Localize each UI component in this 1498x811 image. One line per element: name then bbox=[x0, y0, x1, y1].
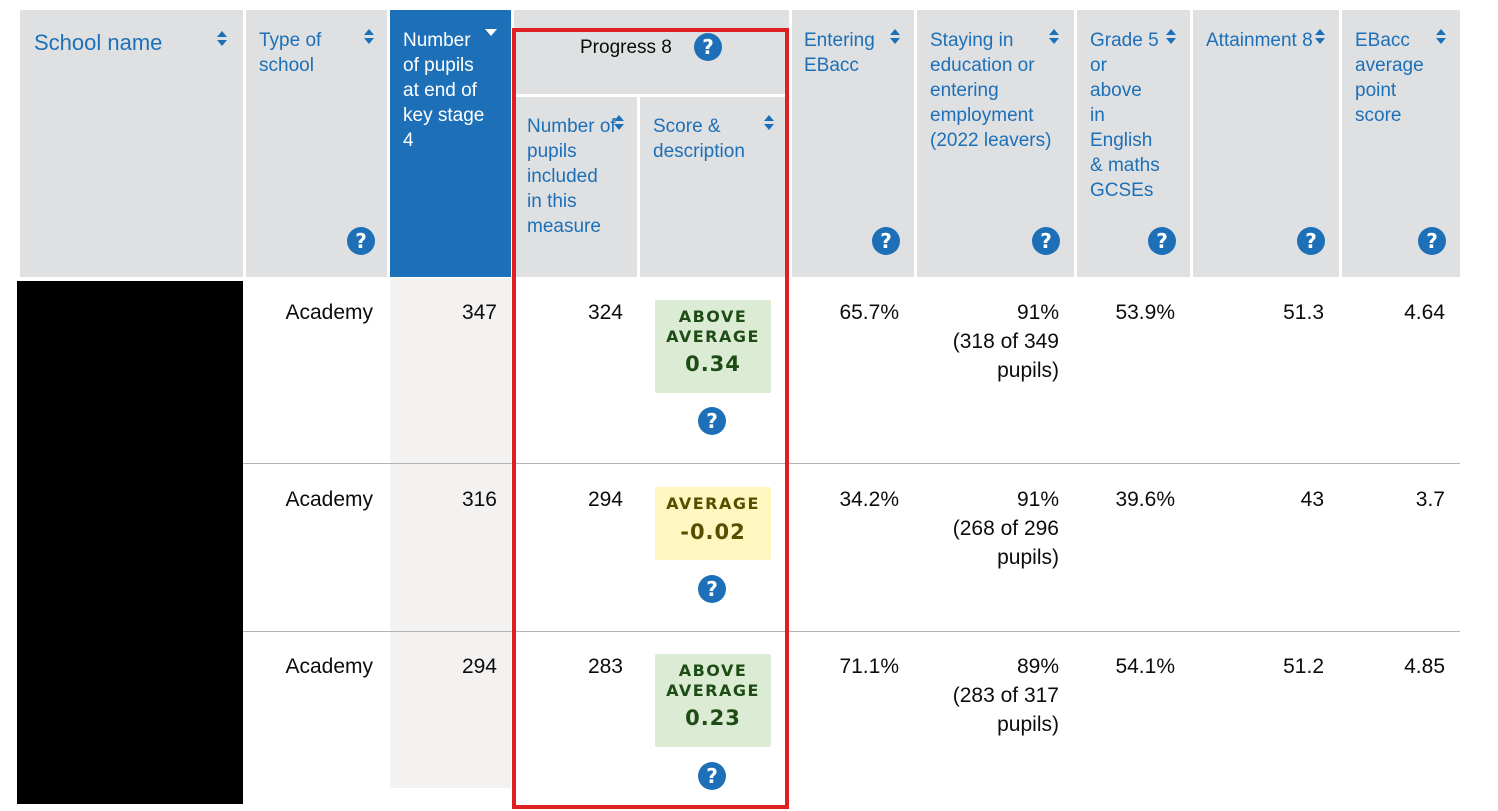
cell-staying-detail: (283 of 317 bbox=[952, 684, 1059, 707]
help-icon[interactable]: ? bbox=[872, 227, 900, 255]
header-label: Number of pupils included in this measur… bbox=[527, 116, 616, 237]
row-divider bbox=[243, 631, 1460, 632]
cell-grade5: 39.6% bbox=[1115, 488, 1175, 511]
cell-attainment8: 51.3 bbox=[1283, 301, 1324, 324]
header-label: Type of school bbox=[259, 30, 322, 76]
header-p8-pupils-included[interactable]: Number of pupils included in this measur… bbox=[514, 97, 637, 277]
sort-icon bbox=[364, 29, 374, 47]
sort-icon bbox=[1166, 29, 1176, 47]
sort-icon bbox=[217, 31, 227, 49]
cell-staying-detail: (318 of 349 bbox=[952, 330, 1059, 353]
header-attainment8[interactable]: Attainment 8 ? bbox=[1193, 10, 1339, 277]
cell-p8-pupils: 324 bbox=[587, 301, 623, 324]
header-entering-ebacc[interactable]: Entering EBacc ? bbox=[792, 10, 914, 277]
header-label: School name bbox=[34, 30, 163, 55]
p8-status-badge: ABOVE AVERAGE 0.23 bbox=[655, 654, 771, 747]
header-label: Grade 5 or above in English & maths GCSE… bbox=[1090, 30, 1160, 201]
header-school-name[interactable]: School name bbox=[20, 10, 243, 277]
cell-ebacc: 65.7% bbox=[839, 301, 899, 324]
badge-label: ABOVE bbox=[678, 661, 748, 680]
header-label: Staying in education or entering employm… bbox=[930, 30, 1052, 151]
badge-label: ABOVE bbox=[678, 307, 748, 326]
badge-score: 0.23 bbox=[685, 706, 741, 730]
help-icon[interactable]: ? bbox=[1297, 227, 1325, 255]
cell-staying-detail: pupils) bbox=[997, 713, 1059, 736]
header-label: Progress 8 bbox=[580, 37, 672, 58]
header-grade5-eng-maths[interactable]: Grade 5 or above in English & maths GCSE… bbox=[1077, 10, 1190, 277]
cell-staying-pct: 91% bbox=[1016, 488, 1059, 511]
header-label: Number of pupils at end of key stage 4 bbox=[403, 30, 485, 151]
cell-p8-pupils: 294 bbox=[587, 488, 623, 511]
sort-descending-icon bbox=[485, 29, 497, 36]
sorted-column-shade bbox=[390, 278, 511, 788]
header-label: Score & description bbox=[653, 116, 745, 162]
header-label: EBacc average point score bbox=[1355, 30, 1424, 126]
cell-ebacc-aps: 4.64 bbox=[1404, 301, 1445, 324]
cell-pupils: 316 bbox=[461, 488, 497, 511]
header-label: Entering EBacc bbox=[804, 30, 875, 76]
cell-staying-detail: pupils) bbox=[997, 359, 1059, 382]
help-icon[interactable]: ? bbox=[698, 575, 726, 603]
header-p8-score[interactable]: Score & description bbox=[640, 97, 789, 277]
p8-status-badge: ABOVE AVERAGE 0.34 bbox=[655, 300, 771, 393]
badge-label: AVERAGE bbox=[666, 681, 760, 700]
header-label: Attainment 8 bbox=[1206, 30, 1313, 51]
row-divider bbox=[243, 463, 1460, 464]
cell-ebacc: 34.2% bbox=[839, 488, 899, 511]
cell-type: Academy bbox=[285, 655, 373, 678]
p8-status-badge: AVERAGE -0.02 bbox=[655, 487, 771, 560]
help-icon[interactable]: ? bbox=[1418, 227, 1446, 255]
cell-attainment8: 43 bbox=[1300, 488, 1324, 511]
redacted-school-names bbox=[17, 281, 243, 804]
header-ebacc-aps[interactable]: EBacc average point score ? bbox=[1342, 10, 1460, 277]
cell-staying-detail: (268 of 296 bbox=[952, 517, 1059, 540]
cell-ebacc: 71.1% bbox=[839, 655, 899, 678]
sort-icon bbox=[890, 29, 900, 47]
cell-pupils: 294 bbox=[461, 655, 497, 678]
sort-icon bbox=[1315, 29, 1325, 47]
help-icon[interactable]: ? bbox=[347, 227, 375, 255]
help-icon[interactable]: ? bbox=[1148, 227, 1176, 255]
cell-staying-pct: 89% bbox=[1016, 655, 1059, 678]
cell-staying-pct: 91% bbox=[1016, 301, 1059, 324]
sort-icon bbox=[1436, 29, 1446, 47]
header-pupils-end-ks4[interactable]: Number of pupils at end of key stage 4 bbox=[390, 10, 511, 277]
sort-icon bbox=[764, 115, 774, 133]
cell-grade5: 54.1% bbox=[1115, 655, 1175, 678]
help-icon[interactable]: ? bbox=[698, 407, 726, 435]
help-icon[interactable]: ? bbox=[694, 33, 722, 61]
cell-pupils: 347 bbox=[461, 301, 497, 324]
cell-type: Academy bbox=[285, 301, 373, 324]
cell-type: Academy bbox=[285, 488, 373, 511]
cell-grade5: 53.9% bbox=[1115, 301, 1175, 324]
badge-score: 0.34 bbox=[685, 352, 741, 376]
header-staying-in-education[interactable]: Staying in education or entering employm… bbox=[917, 10, 1074, 277]
cell-ebacc-aps: 3.7 bbox=[1415, 488, 1445, 511]
sort-icon bbox=[1049, 29, 1059, 47]
header-type-of-school[interactable]: Type of school ? bbox=[246, 10, 387, 277]
cell-ebacc-aps: 4.85 bbox=[1404, 655, 1445, 678]
cell-staying-detail: pupils) bbox=[997, 546, 1059, 569]
sort-icon bbox=[614, 115, 624, 133]
help-icon[interactable]: ? bbox=[1032, 227, 1060, 255]
badge-label: AVERAGE bbox=[666, 494, 760, 513]
header-progress8: Progress 8 ? bbox=[514, 10, 789, 94]
help-icon[interactable]: ? bbox=[698, 762, 726, 790]
cell-attainment8: 51.2 bbox=[1283, 655, 1324, 678]
badge-label: AVERAGE bbox=[666, 327, 760, 346]
cell-p8-pupils: 283 bbox=[587, 655, 623, 678]
badge-score: -0.02 bbox=[680, 520, 746, 544]
